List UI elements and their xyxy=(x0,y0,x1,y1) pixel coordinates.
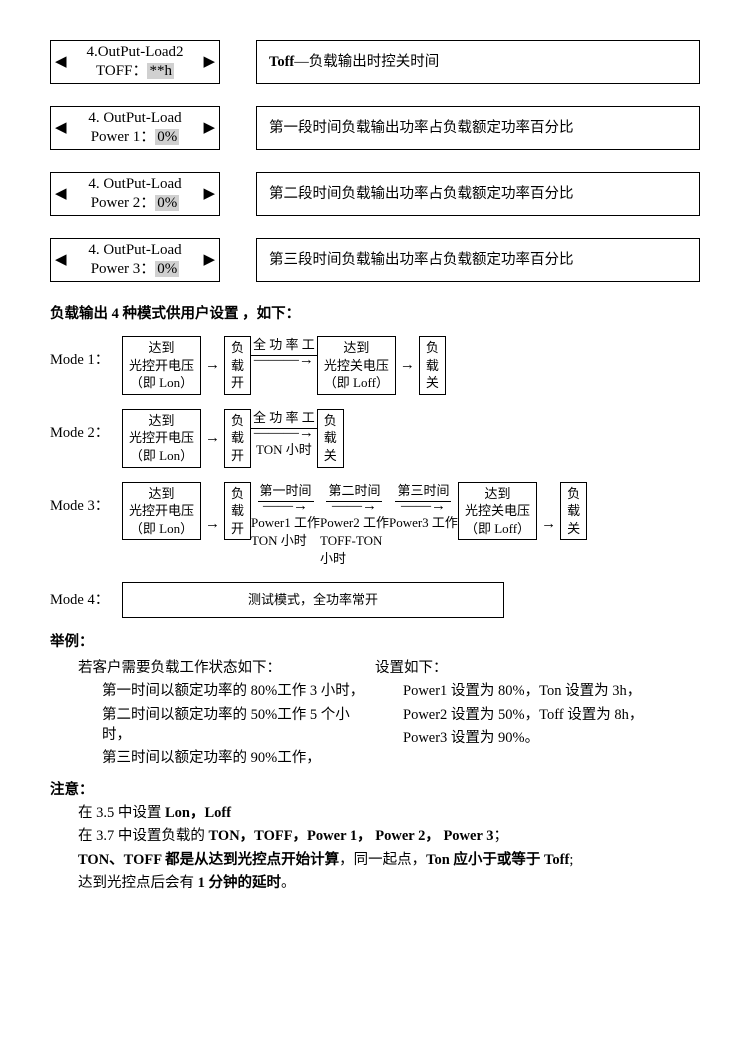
arrow-icon: → xyxy=(537,514,560,535)
box-lon: 达到光控开电压（即 Lon） xyxy=(122,482,201,541)
arrow-icon: → xyxy=(201,428,224,449)
edge-t1: 第一时间——→ Power1 工作TON 小时 xyxy=(251,482,320,551)
triangle-left-icon[interactable]: ◀ xyxy=(55,253,67,268)
lcd-display: ◀4. OutPut-LoadPower 1：0%▶ xyxy=(50,106,220,150)
edge-t3: 第三时间——→ Power3 工作 xyxy=(389,482,458,532)
box-loff: 达到光控关电压（即 Loff） xyxy=(317,336,396,395)
example-title: 举例： xyxy=(50,632,700,652)
mode-label: Mode 2： xyxy=(50,409,122,443)
box-load-on: 负载开 xyxy=(224,336,251,395)
param-desc: 第三段时间负载输出功率占负载额定功率百分比 xyxy=(256,238,700,282)
mode-3: Mode 3： 达到光控开电压（即 Lon） → 负载开 第一时间——→ Pow… xyxy=(50,482,700,569)
param-desc: Toff—负载输出时控关时间 xyxy=(256,40,700,84)
box-loff: 达到光控关电压（即 Loff） xyxy=(458,482,537,541)
edge-full: 全 功 率 工———→ xyxy=(251,336,317,368)
example-need-line: 第二时间以额定功率的 50%工作 5 个小时， xyxy=(50,705,375,746)
box-load-off: 负载关 xyxy=(317,409,344,468)
mode-1: Mode 1： 达到光控开电压（即 Lon） → 负载开 全 功 率 工———→… xyxy=(50,336,700,395)
box-mode4: 测试模式，全功率常开 xyxy=(122,582,504,618)
triangle-right-icon[interactable]: ▶ xyxy=(203,253,215,268)
example-set: 设置如下： xyxy=(375,658,700,678)
mode-2: Mode 2： 达到光控开电压（即 Lon） → 负载开 全 功 率 工———→… xyxy=(50,409,700,468)
param-row-toff: ◀4.OutPut-Load2TOFF：**h▶ Toff—负载输出时控关时间 xyxy=(50,40,700,84)
lcd-text: 4. OutPut-LoadPower 1：0% xyxy=(67,109,204,147)
box-load-on: 负载开 xyxy=(224,482,251,541)
arrow-icon: → xyxy=(201,355,224,376)
note-line: 达到光控点后会有 1 分钟的延时。 xyxy=(50,873,700,893)
box-lon: 达到光控开电压（即 Lon） xyxy=(122,336,201,395)
box-load-on: 负载开 xyxy=(224,409,251,468)
example-set-line: Power3 设置为 90%。 xyxy=(375,728,700,748)
note-line: 在 3.7 中设置负载的 TON，TOFF，Power 1， Power 2， … xyxy=(50,826,700,846)
example-need: 若客户需要负载工作状态如下： xyxy=(50,658,375,678)
mode-label: Mode 4： xyxy=(50,582,122,610)
example-set-line: Power1 设置为 80%，Ton 设置为 3h， xyxy=(375,681,700,701)
edge-full-ton: 全 功 率 工———→ TON 小时 xyxy=(251,409,317,459)
note-line: 在 3.5 中设置 Lon，Loff xyxy=(50,803,700,823)
edge-t2: 第二时间——→ Power2 工作TOFF-TON小时 xyxy=(320,482,389,569)
triangle-left-icon[interactable]: ◀ xyxy=(55,55,67,70)
param-desc: 第一段时间负载输出功率占负载额定功率百分比 xyxy=(256,106,700,150)
mode-4: Mode 4： 测试模式，全功率常开 xyxy=(50,582,700,618)
mode-label: Mode 3： xyxy=(50,482,122,516)
lcd-display: ◀4. OutPut-LoadPower 2：0%▶ xyxy=(50,172,220,216)
mode-label: Mode 1： xyxy=(50,336,122,370)
lcd-display: ◀4.OutPut-Load2TOFF：**h▶ xyxy=(50,40,220,84)
example-need-line: 第三时间以额定功率的 90%工作， xyxy=(50,748,375,768)
example-need-line: 第一时间以额定功率的 80%工作 3 小时， xyxy=(50,681,375,701)
triangle-right-icon[interactable]: ▶ xyxy=(203,187,215,202)
param-row-power1: ◀4. OutPut-LoadPower 1：0%▶ 第一段时间负载输出功率占负载… xyxy=(50,106,700,150)
lcd-text: 4.OutPut-Load2TOFF：**h xyxy=(67,43,204,81)
triangle-right-icon[interactable]: ▶ xyxy=(203,55,215,70)
param-desc: 第二段时间负载输出功率占负载额定功率百分比 xyxy=(256,172,700,216)
lcd-display: ◀4. OutPut-LoadPower 3：0%▶ xyxy=(50,238,220,282)
param-row-power2: ◀4. OutPut-LoadPower 2：0%▶ 第二段时间负载输出功率占负载… xyxy=(50,172,700,216)
arrow-icon: → xyxy=(201,514,224,535)
triangle-left-icon[interactable]: ◀ xyxy=(55,187,67,202)
note-section: 注意： 在 3.5 中设置 Lon，Loff 在 3.7 中设置负载的 TON，… xyxy=(50,780,700,893)
section-header-modes: 负载输出 4 种模式供用户设置 ，如下： xyxy=(50,304,700,324)
triangle-right-icon[interactable]: ▶ xyxy=(203,121,215,136)
lcd-text: 4. OutPut-LoadPower 3：0% xyxy=(67,241,204,279)
note-title: 注意： xyxy=(50,780,700,800)
modes-area: Mode 1： 达到光控开电压（即 Lon） → 负载开 全 功 率 工———→… xyxy=(50,336,700,618)
lcd-text: 4. OutPut-LoadPower 2：0% xyxy=(67,175,204,213)
triangle-left-icon[interactable]: ◀ xyxy=(55,121,67,136)
param-row-power3: ◀4. OutPut-LoadPower 3：0%▶ 第三段时间负载输出功率占负载… xyxy=(50,238,700,282)
box-load-off: 负载关 xyxy=(560,482,587,541)
example-section: 举例： 若客户需要负载工作状态如下： 第一时间以额定功率的 80%工作 3 小时… xyxy=(50,632,700,772)
box-lon: 达到光控开电压（即 Lon） xyxy=(122,409,201,468)
example-set-line: Power2 设置为 50%，Toff 设置为 8h， xyxy=(375,705,700,725)
note-line: TON、TOFF 都是从达到光控点开始计算，同一起点，Ton 应小于或等于 To… xyxy=(50,850,700,870)
box-load-off: 负载关 xyxy=(419,336,446,395)
arrow-icon: → xyxy=(396,355,419,376)
